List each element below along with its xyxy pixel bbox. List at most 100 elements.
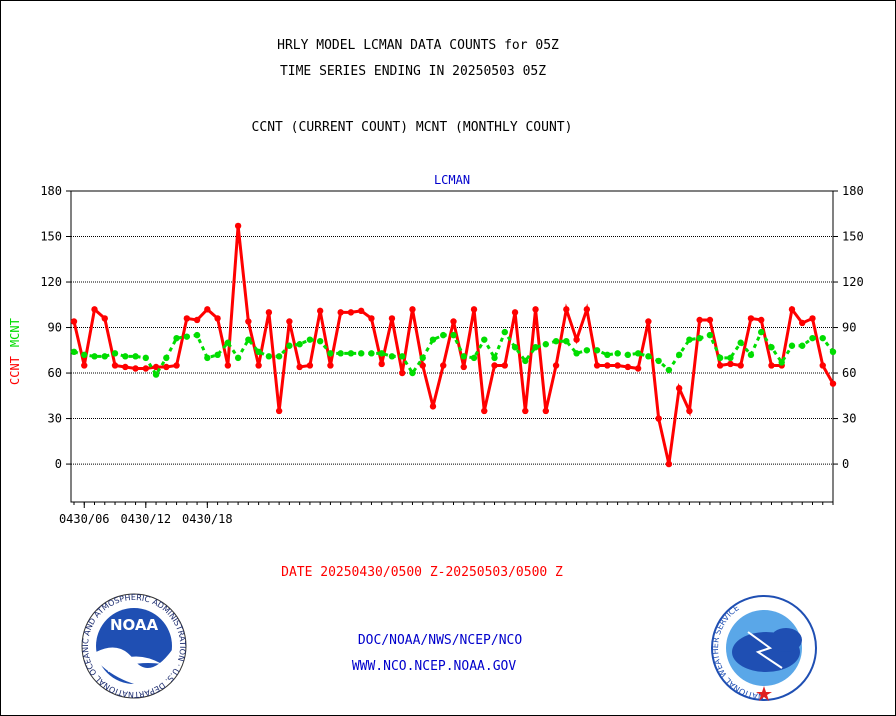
y-tick-label-right: 90 (842, 321, 856, 335)
data-point-mcnt (450, 331, 457, 339)
data-point-ccnt (183, 315, 191, 322)
data-point-ccnt (399, 369, 406, 377)
data-point-mcnt (81, 351, 88, 359)
data-point-mcnt (645, 353, 652, 360)
data-point-mcnt (696, 334, 703, 342)
data-point-mcnt (737, 339, 744, 346)
data-point-mcnt (686, 336, 693, 343)
data-point-ccnt (409, 306, 416, 313)
data-point-ccnt (204, 306, 211, 313)
data-point-mcnt (778, 359, 785, 366)
data-point-ccnt (511, 309, 519, 316)
data-point-ccnt (501, 362, 508, 369)
website-link[interactable]: WWW.NCO.NCEP.NOAA.GOV (351, 659, 517, 674)
y-tick-label-right: 150 (842, 230, 864, 244)
data-point-ccnt (316, 307, 324, 315)
y-tick-label-left: 180 (40, 184, 62, 198)
data-point-mcnt (347, 350, 355, 357)
data-point-ccnt (132, 365, 139, 372)
data-point-ccnt (614, 362, 621, 369)
data-point-mcnt (429, 336, 437, 343)
data-point-ccnt (819, 362, 826, 369)
data-point-ccnt (440, 362, 447, 369)
data-point-mcnt (768, 344, 775, 351)
data-point-mcnt (101, 353, 108, 360)
data-point-ccnt (768, 362, 775, 369)
data-point-ccnt (686, 407, 693, 415)
data-point-ccnt (388, 315, 396, 322)
data-point-ccnt (429, 403, 437, 410)
data-point-ccnt (491, 362, 498, 369)
data-point-ccnt (419, 362, 426, 369)
data-point-mcnt (593, 347, 601, 354)
data-point-ccnt (532, 306, 539, 313)
data-point-mcnt (255, 348, 262, 356)
data-point-mcnt (583, 347, 591, 354)
grid-layer (66, 190, 838, 508)
data-point-mcnt (245, 336, 252, 343)
data-point-ccnt (727, 360, 734, 368)
data-point-ccnt (163, 363, 170, 371)
data-point-ccnt (675, 385, 683, 392)
y-tick-label-right: 0 (842, 457, 849, 471)
data-point-ccnt (142, 365, 149, 372)
data-point-ccnt (593, 362, 601, 369)
y-tick-label-left: 90 (48, 321, 62, 335)
data-point-mcnt (234, 354, 242, 362)
data-point-ccnt (716, 362, 724, 369)
data-point-mcnt (265, 353, 273, 360)
data-point-mcnt (111, 350, 119, 357)
data-point-ccnt (286, 318, 293, 325)
y-tick-label-left: 150 (40, 230, 62, 244)
data-point-mcnt (378, 350, 385, 357)
data-point-ccnt (573, 336, 580, 343)
data-point-mcnt (624, 351, 632, 359)
data-point-ccnt (337, 309, 344, 316)
label-layer: 0 0 30 30 60 60 90 90 120 120 150 150 180 180 0430/06 0… (8, 173, 864, 526)
data-point-ccnt (224, 362, 232, 369)
data-point-ccnt (758, 316, 765, 324)
data-point-ccnt (193, 316, 201, 324)
x-tick-label: 0430/12 (121, 512, 172, 526)
data-point-ccnt (111, 362, 119, 369)
data-point-ccnt (645, 318, 652, 325)
data-point-ccnt (450, 318, 457, 325)
date-range-label: DATE 20250430/0500 Z-20250503/0500 Z (281, 565, 563, 580)
data-point-ccnt (152, 363, 160, 371)
data-point-ccnt (624, 363, 632, 371)
data-point-mcnt (501, 328, 508, 336)
data-point-mcnt (665, 366, 673, 374)
y-tick-label-right: 60 (842, 366, 856, 380)
data-point-mcnt (511, 344, 519, 351)
data-point-ccnt (460, 363, 467, 371)
data-point-mcnt (122, 353, 129, 360)
data-point-mcnt (829, 348, 837, 356)
data-point-ccnt (296, 363, 303, 371)
data-point-mcnt (316, 337, 324, 345)
data-point-mcnt (173, 334, 180, 342)
data-point-mcnt (747, 351, 755, 359)
data-point-ccnt (747, 315, 755, 322)
data-point-mcnt (758, 328, 765, 336)
data-point-ccnt (522, 407, 529, 415)
data-point-mcnt (296, 341, 303, 348)
data-point-mcnt (788, 342, 796, 349)
data-point-mcnt (727, 354, 734, 362)
plot-title: LCMAN (434, 173, 470, 187)
data-point-mcnt (604, 351, 611, 359)
data-point-ccnt (799, 319, 806, 327)
data-point-mcnt (573, 350, 580, 357)
series-line-ccnt (72, 225, 835, 465)
data-point-ccnt (665, 460, 673, 468)
data-point-mcnt (337, 350, 344, 357)
data-point-ccnt (81, 362, 88, 369)
data-point-mcnt (132, 353, 139, 360)
chart-title-line1: HRLY MODEL LCMAN DATA COUNTS for 05Z (277, 38, 559, 53)
data-point-mcnt (706, 331, 714, 339)
data-point-ccnt (234, 222, 242, 230)
plot-area (70, 190, 834, 503)
chart-subtitle: CCNT (CURRENT COUNT) MCNT (MONTHLY COUNT… (251, 120, 573, 135)
data-point-ccnt (737, 362, 744, 369)
data-point-ccnt (470, 306, 478, 313)
data-point-mcnt (152, 371, 160, 378)
